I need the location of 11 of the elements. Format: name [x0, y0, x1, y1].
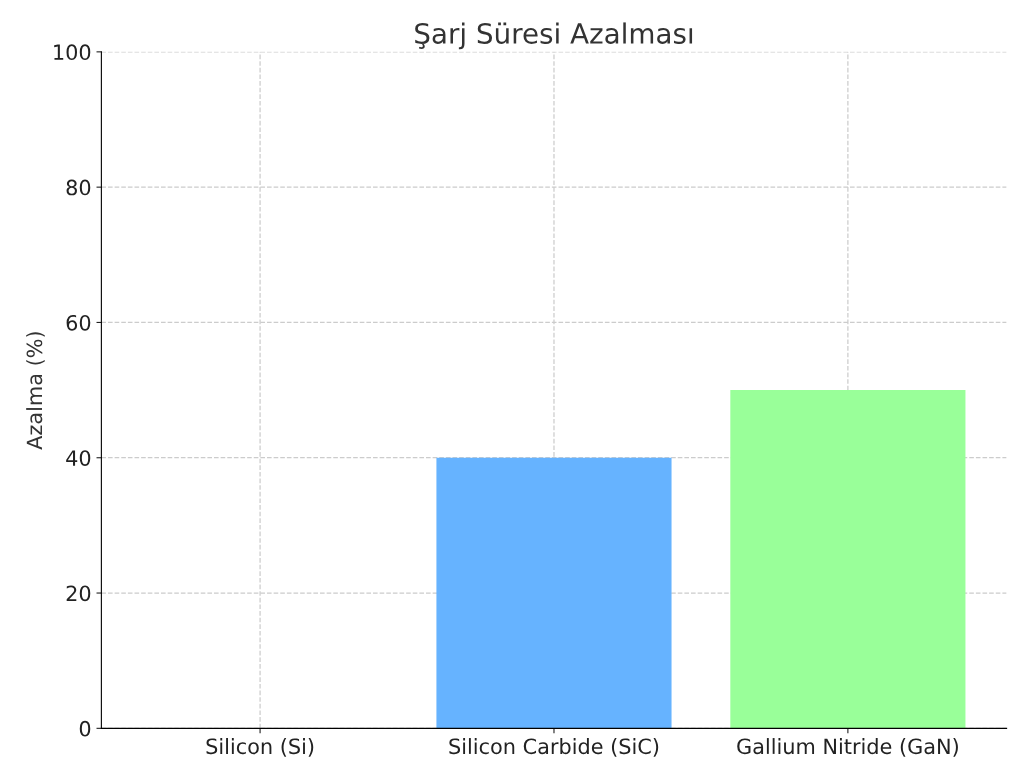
y-tick-label: 100: [54, 44, 91, 61]
y-axis-title: Azalma (%): [26, 332, 45, 450]
y-tick-label: 80: [66, 179, 91, 196]
y-tick-label: 60: [66, 314, 91, 331]
y-tick-label: 40: [66, 450, 91, 466]
x-tick-label: Gallium Nitride (GaN): [737, 738, 958, 757]
y-tick-label: 0: [79, 720, 91, 737]
chart-title: Şarj Süresi Azalması: [415, 22, 693, 50]
x-tick-label: Silicon (Si): [206, 738, 314, 757]
x-tick-label: Silicon Carbide (SiC): [449, 738, 659, 757]
y-tick-label: 20: [66, 585, 91, 602]
